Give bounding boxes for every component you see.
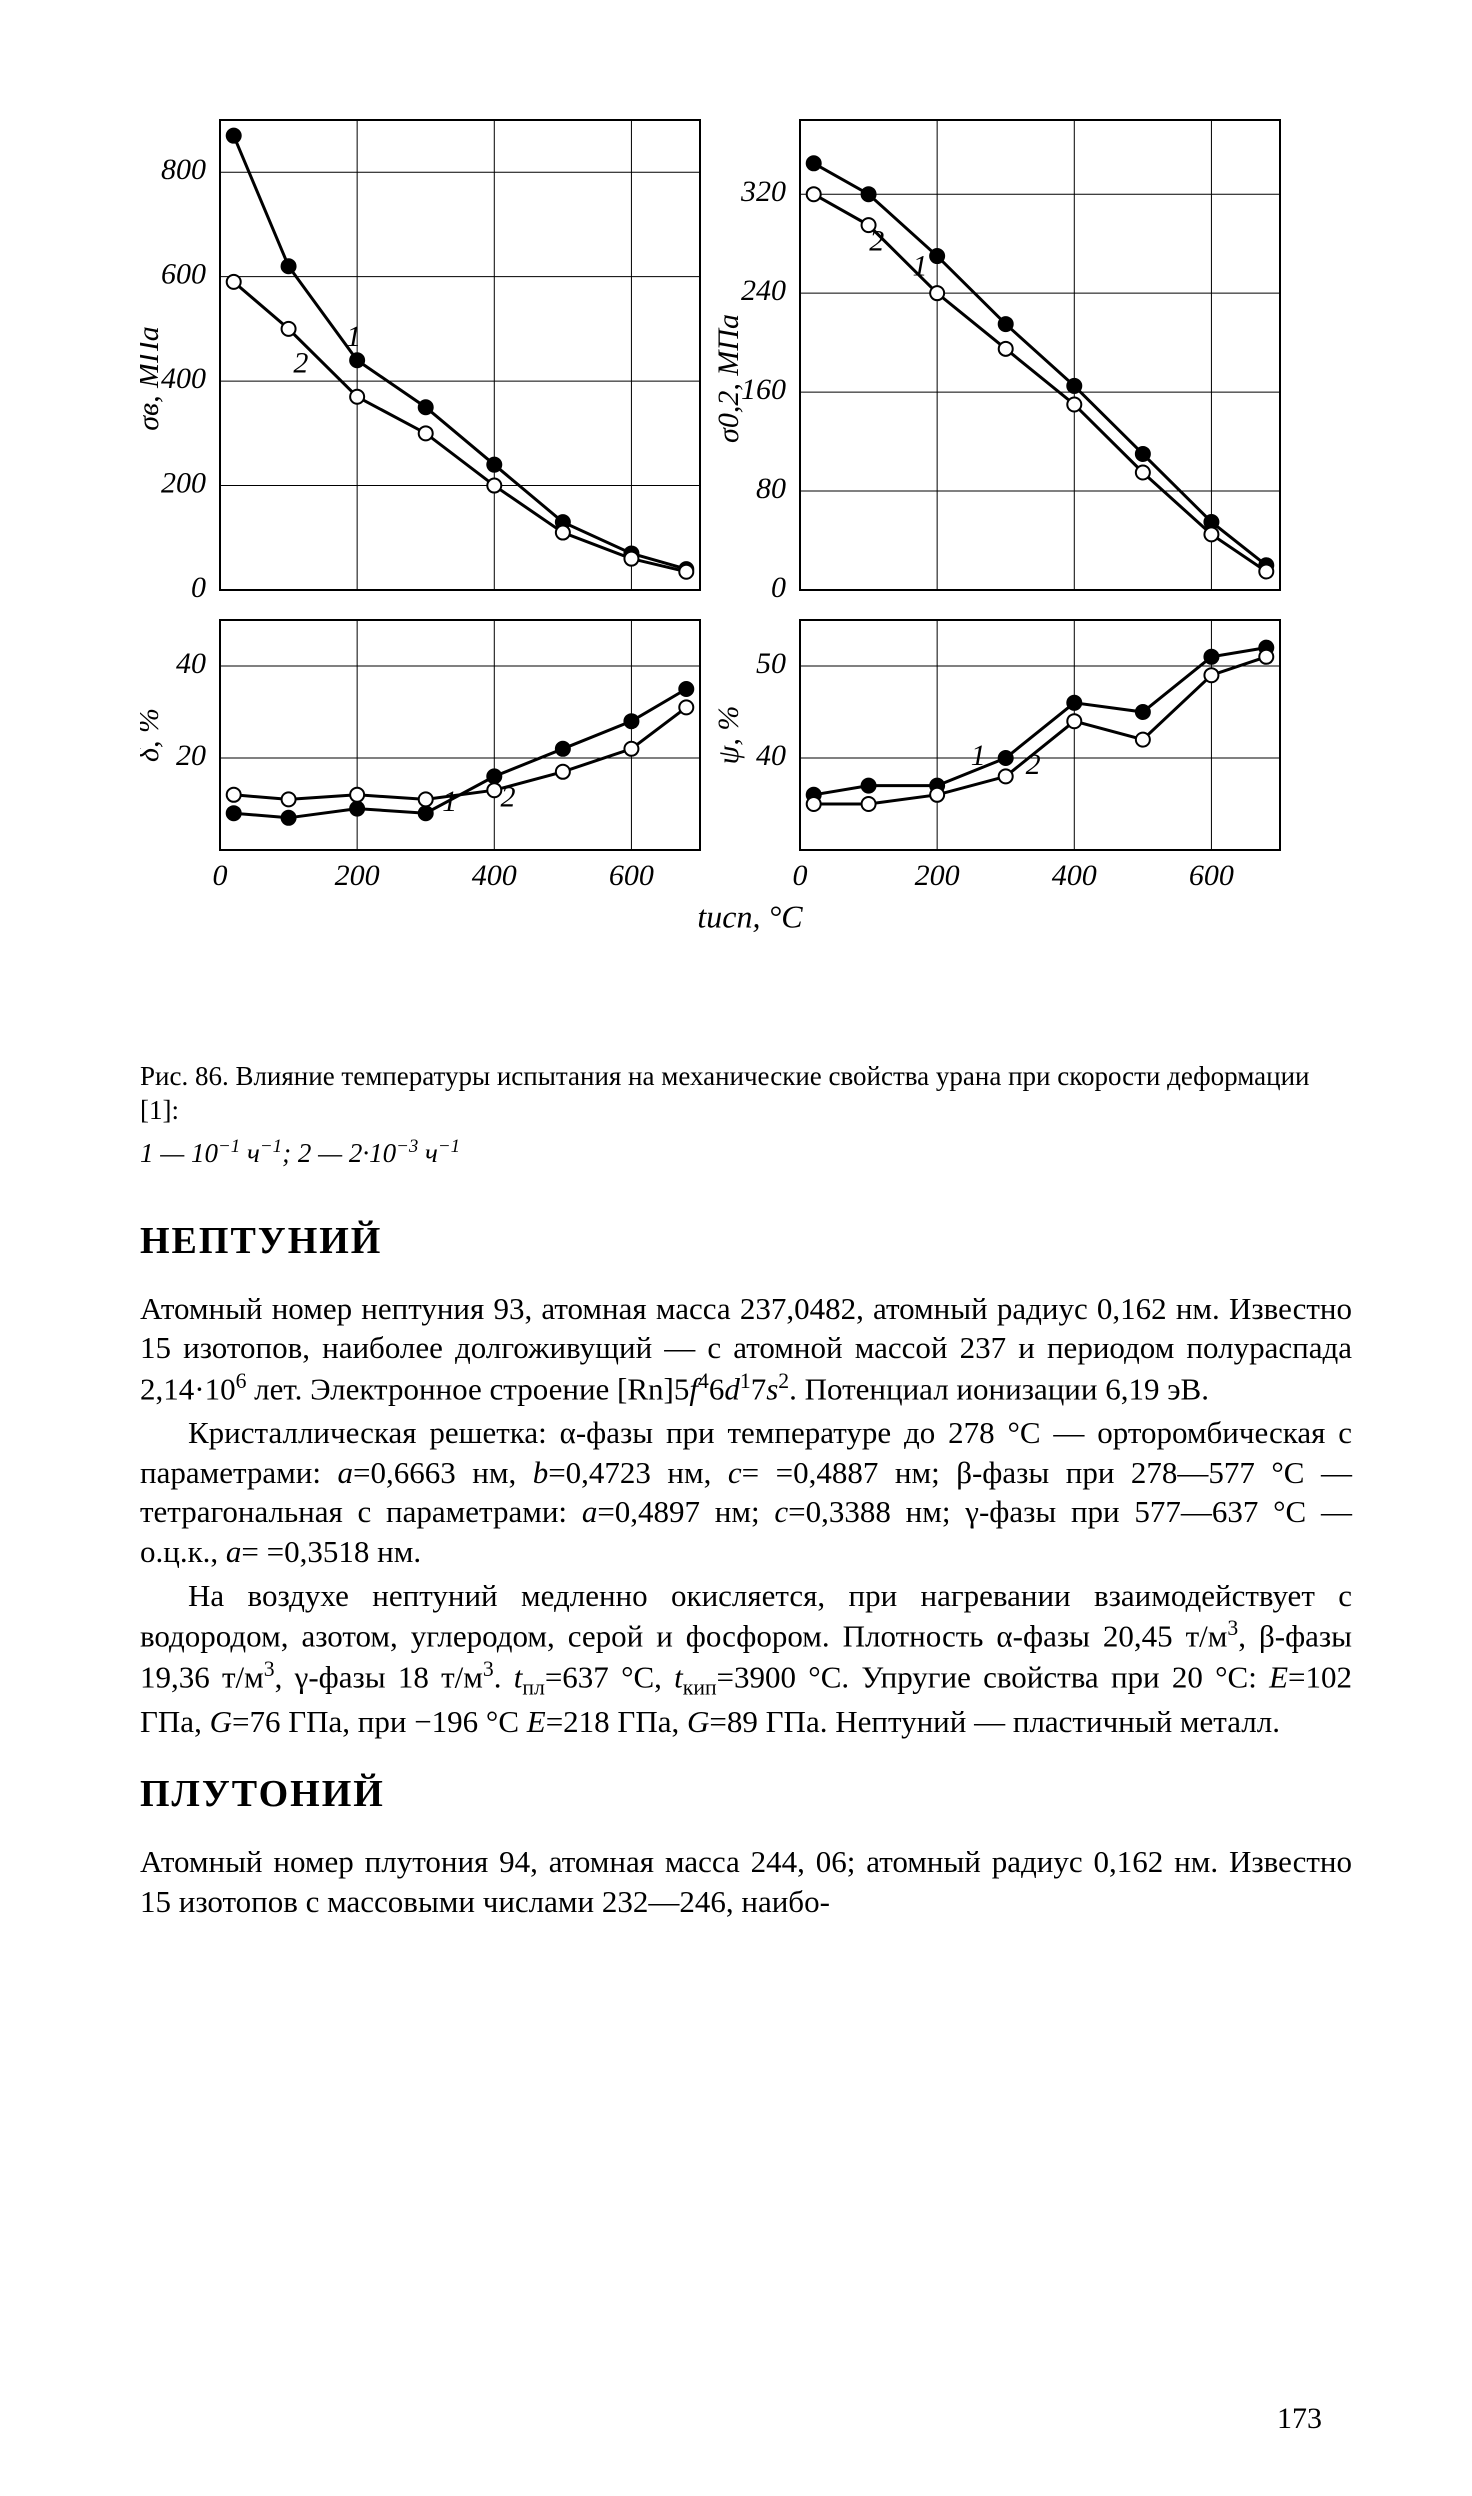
svg-text:40: 40 (756, 739, 786, 772)
svg-text:1: 1 (346, 320, 361, 353)
svg-text:160: 160 (741, 373, 786, 406)
figure-86: 0200400600800120801602403201220400200400… (140, 110, 1352, 1030)
svg-text:2: 2 (1026, 748, 1041, 781)
svg-text:0: 0 (191, 571, 206, 604)
page: 0200400600800120801602403201220400200400… (0, 0, 1472, 2496)
page-number: 173 (1277, 2402, 1322, 2436)
svg-text:80: 80 (756, 472, 786, 505)
svg-text:δ, %: δ, % (140, 708, 165, 762)
svg-text:2: 2 (501, 780, 516, 813)
svg-text:400: 400 (161, 362, 206, 395)
svg-text:0: 0 (771, 571, 786, 604)
svg-text:400: 400 (1052, 859, 1097, 892)
section-heading-neptunium: НЕПТУНИЙ (140, 1219, 1352, 1263)
svg-text:200: 200 (161, 466, 206, 499)
section-heading-plutonium: ПЛУТОНИЙ (140, 1772, 1352, 1816)
svg-text:400: 400 (472, 859, 517, 892)
svg-text:1: 1 (971, 739, 986, 772)
figure-caption-line2: 1 — 10−1 ч−1; 2 — 2·10−3 ч−1 (140, 1136, 1352, 1169)
figure-caption-line1: Рис. 86. Влияние температуры испытания н… (140, 1060, 1352, 1128)
svg-text:2: 2 (293, 346, 308, 379)
svg-text:20: 20 (176, 739, 206, 772)
svg-text:1: 1 (442, 785, 457, 818)
svg-text:ψ, %: ψ, % (712, 706, 745, 765)
neptunium-para-3: На воздухе нептуний медленно окисляется,… (140, 1576, 1352, 1743)
plutonium-para-1: Атомный номер плутония 94, атомная масса… (140, 1842, 1352, 1921)
svg-text:0: 0 (213, 859, 228, 892)
svg-text:40: 40 (176, 647, 206, 680)
svg-text:800: 800 (161, 153, 206, 186)
svg-text:1: 1 (913, 249, 928, 282)
svg-text:σв, МПа: σв, МПа (140, 326, 165, 430)
svg-text:2: 2 (869, 225, 884, 258)
neptunium-para-2: Кристаллическая решетка: α-фазы при темп… (140, 1413, 1352, 1572)
svg-text:200: 200 (915, 859, 960, 892)
svg-text:σ0,2, МПа: σ0,2, МПа (712, 314, 745, 443)
svg-text:600: 600 (1189, 859, 1234, 892)
svg-text:200: 200 (335, 859, 380, 892)
figure-svg: 0200400600800120801602403201220400200400… (140, 110, 1340, 1030)
svg-text:tисп, °С: tисп, °С (697, 898, 803, 934)
svg-text:240: 240 (741, 274, 786, 307)
svg-text:0: 0 (793, 859, 808, 892)
neptunium-para-1: Атомный номер нептуния 93, атомная масса… (140, 1289, 1352, 1409)
svg-text:320: 320 (740, 175, 786, 208)
svg-text:600: 600 (609, 859, 654, 892)
svg-text:50: 50 (756, 647, 786, 680)
svg-text:600: 600 (161, 258, 206, 291)
